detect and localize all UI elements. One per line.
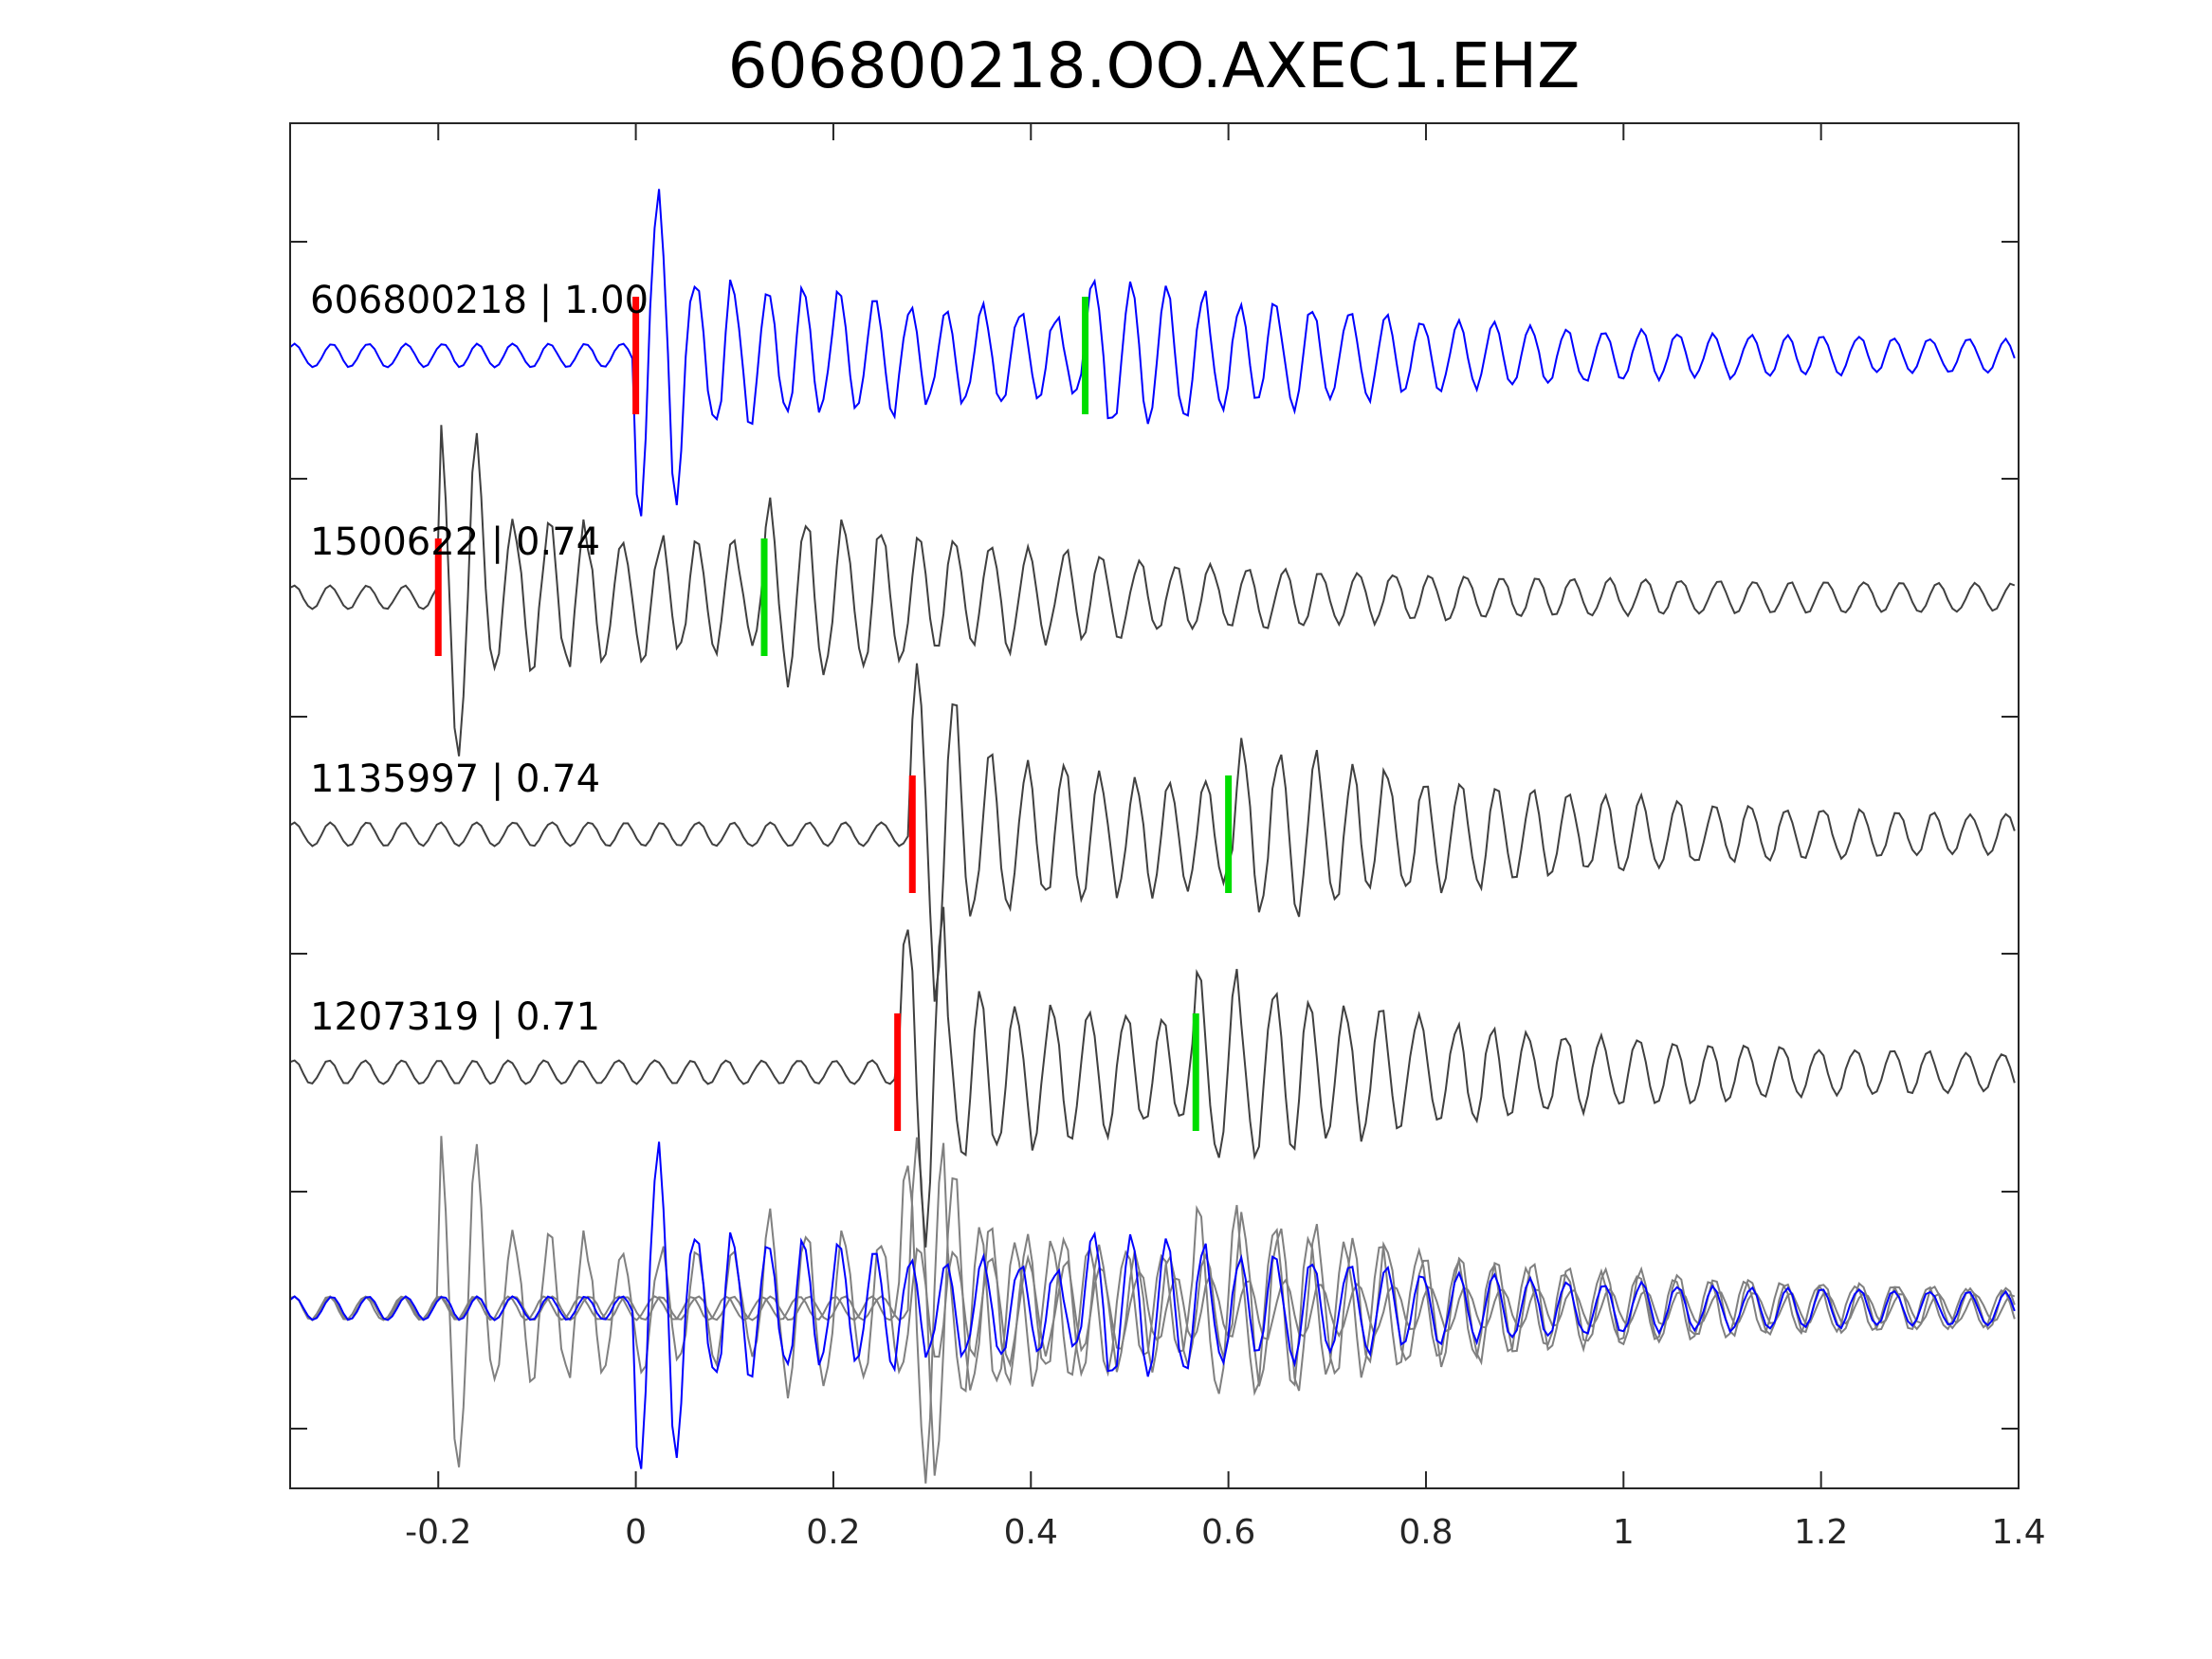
x-tick-label: 1 [1613,1513,1635,1552]
x-tick-label: 0.2 [806,1513,860,1552]
x-tick-label: 0.6 [1201,1513,1255,1552]
overlay-trace-606800218 [289,1141,2016,1469]
trace-label: 1135997 | 0.74 [310,757,600,801]
x-tick-label: 0 [625,1513,647,1552]
trace-606800218 [289,189,2016,517]
x-tick-label: -0.2 [405,1513,471,1552]
overlay-trace-1500622 [289,1136,2016,1468]
plot-frame [289,122,2020,1489]
x-tick-label: 1.4 [1991,1513,2045,1552]
x-tick-label: 0.8 [1398,1513,1453,1552]
x-tick-label: 1.2 [1794,1513,1848,1552]
overlay-trace-1207319 [289,1142,2016,1484]
overlay-trace-1135997 [289,1137,2016,1476]
chart-title: 606800218.OO.AXEC1.EHZ [728,29,1581,102]
trace-1135997 [289,663,2016,1002]
trace-label: 606800218 | 1.00 [310,279,649,322]
trace-1500622 [289,425,2016,757]
trace-1207319 [289,906,2016,1248]
trace-label: 1207319 | 0.71 [310,995,600,1039]
trace-label: 1500622 | 0.74 [310,520,600,564]
x-tick-label: 0.4 [1004,1513,1058,1552]
